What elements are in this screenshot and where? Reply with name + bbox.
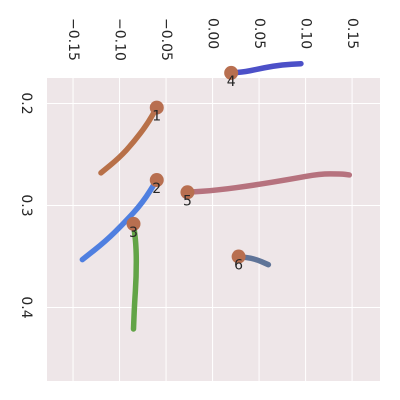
plot-background	[47, 78, 380, 381]
x-tick-label: −0.05	[158, 18, 174, 61]
start-marker	[224, 65, 239, 80]
y-tick-labels: 0.2 0.3 0.4	[18, 92, 34, 318]
markers: 1 2 3 4 5 6	[126, 65, 246, 274]
start-marker	[149, 173, 164, 188]
start-marker	[126, 216, 141, 231]
y-tick-label: 0.4	[18, 296, 34, 318]
marker-label: 4	[227, 74, 236, 90]
y-tick-label: 0.3	[18, 194, 34, 216]
marker-label: 6	[234, 258, 243, 274]
marker-label: 3	[129, 225, 138, 241]
x-tick-label: 0.10	[298, 18, 314, 49]
marker-label: 2	[152, 181, 161, 197]
grid	[47, 78, 380, 381]
marker-label: 5	[183, 193, 192, 209]
start-marker	[180, 185, 195, 200]
marker-label: 1	[152, 109, 161, 125]
x-tick-label: 0.00	[205, 18, 221, 49]
trajectory-line	[235, 253, 272, 268]
trajectory-line	[228, 60, 304, 76]
trajectories	[79, 60, 353, 332]
x-tick-label: 0.05	[251, 18, 267, 49]
trajectory-line	[184, 171, 353, 196]
x-tick-label: 0.15	[344, 18, 360, 49]
trajectory-line	[130, 221, 140, 332]
x-tick-label: −0.10	[112, 18, 128, 61]
trajectory-line	[79, 177, 160, 263]
x-tick-label: −0.15	[65, 18, 81, 61]
start-marker	[149, 100, 164, 115]
x-tick-labels: −0.15 −0.10 −0.05 0.00 0.05 0.10 0.15	[65, 18, 360, 61]
y-tick-label: 0.2	[18, 92, 34, 114]
start-marker	[231, 249, 246, 264]
trajectory-line	[98, 104, 160, 176]
